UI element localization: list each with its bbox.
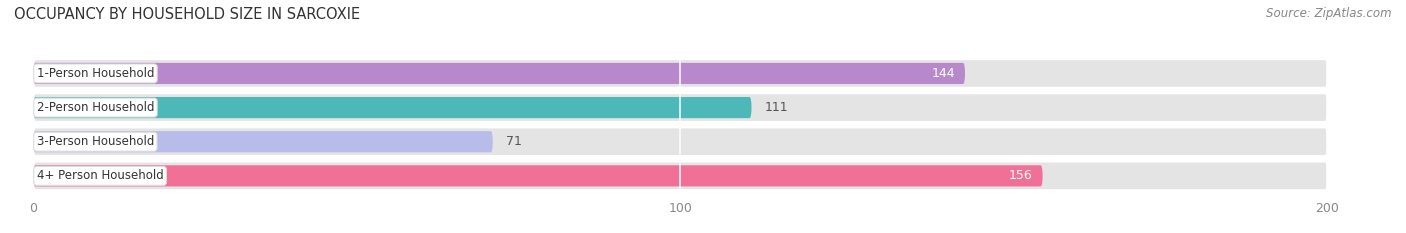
FancyBboxPatch shape bbox=[34, 63, 965, 84]
FancyBboxPatch shape bbox=[34, 60, 1327, 87]
Text: OCCUPANCY BY HOUSEHOLD SIZE IN SARCOXIE: OCCUPANCY BY HOUSEHOLD SIZE IN SARCOXIE bbox=[14, 7, 360, 22]
Text: 1-Person Household: 1-Person Household bbox=[37, 67, 155, 80]
Text: 4+ Person Household: 4+ Person Household bbox=[37, 169, 163, 182]
Text: 156: 156 bbox=[1010, 169, 1033, 182]
Text: 71: 71 bbox=[506, 135, 522, 148]
FancyBboxPatch shape bbox=[34, 163, 1327, 189]
FancyBboxPatch shape bbox=[34, 97, 752, 118]
Text: 2-Person Household: 2-Person Household bbox=[37, 101, 155, 114]
FancyBboxPatch shape bbox=[34, 94, 1327, 121]
Text: 144: 144 bbox=[932, 67, 955, 80]
FancyBboxPatch shape bbox=[34, 131, 492, 152]
FancyBboxPatch shape bbox=[34, 165, 1043, 186]
Text: 3-Person Household: 3-Person Household bbox=[37, 135, 155, 148]
Text: 111: 111 bbox=[765, 101, 789, 114]
Text: Source: ZipAtlas.com: Source: ZipAtlas.com bbox=[1267, 7, 1392, 20]
FancyBboxPatch shape bbox=[34, 128, 1327, 155]
